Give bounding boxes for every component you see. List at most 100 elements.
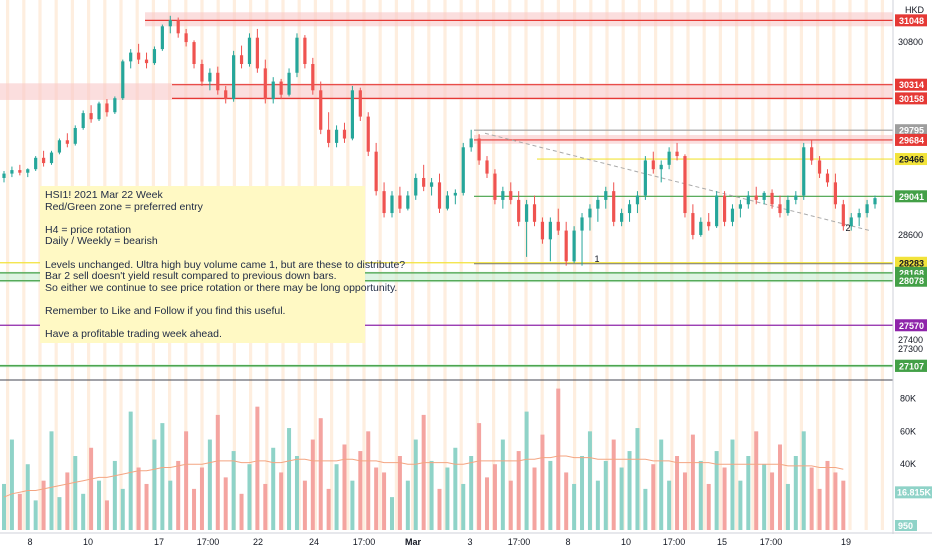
volume-bar [17,493,22,530]
candle [342,122,347,143]
session-stripe [702,0,706,530]
candle [833,173,838,209]
time-tick-label: 22 [253,537,263,547]
session-stripe [589,0,593,530]
candle-body [382,191,386,214]
candle-body [588,208,592,218]
volume-bar [730,439,735,530]
candle-body [825,173,830,183]
volume-bar [152,439,157,530]
session-stripe [394,0,398,530]
candle [635,191,640,214]
time-tick-label: 24 [309,537,319,547]
candle [18,164,22,176]
note-line: Red/Green zone = preferred entry [45,200,203,213]
candle-body [572,230,576,262]
volume-bar [508,480,513,530]
candle-body [532,204,537,222]
candle [667,147,671,170]
candle [699,217,703,237]
session-stripe [864,0,868,530]
candle [754,186,758,205]
candle [208,68,212,91]
candle [746,191,750,209]
candle-body [857,213,861,218]
volume-bar [73,456,78,530]
volume-bar [461,483,466,530]
candle-body [414,177,418,196]
candle-body [794,195,798,200]
price-badge-bg [895,78,927,91]
candle [263,59,267,104]
candle [485,156,489,178]
volume-bar [255,406,260,530]
volume-bar [136,467,141,530]
candle-body [105,103,109,113]
price-tick-label: 30800 [898,37,923,47]
volume-badge: 16.815K [895,486,932,499]
candle-body [810,147,814,161]
volume-bar [564,472,569,530]
candle-body [786,199,790,214]
candle-body [216,72,220,91]
candle-body [224,90,228,100]
session-stripe [6,0,10,530]
candle [620,208,624,227]
volume-bar [247,464,252,530]
price-badge: 27570 [895,319,927,332]
time-tick-label: Mar [405,537,422,547]
volume-bar [184,431,189,530]
candle [113,96,117,114]
volume-bar [421,414,426,530]
volume-bar [611,439,616,530]
volume-bar [104,500,109,530]
candle [493,169,497,205]
candle [786,195,790,216]
candle-body [509,191,513,200]
currency-label: HKD [905,5,925,15]
candle-body [81,113,85,129]
price-badge: 30158 [895,92,927,105]
volume-bar [801,431,806,530]
volume-bar [659,439,664,530]
candle-body [675,151,679,157]
volume-bar [81,493,86,530]
volume-bar [374,467,379,530]
candle [873,195,877,209]
candle [247,33,252,67]
time-tick-label: 8 [27,537,32,547]
candle-body [176,20,180,34]
volume-bar [366,431,371,530]
candle [34,156,38,171]
session-stripe [508,0,512,530]
volume-bar [595,480,600,530]
volume-bar [223,477,228,530]
volume-bar [603,460,608,530]
candle [770,189,774,209]
candle-body [778,204,782,214]
session-stripe [475,0,479,530]
candle-body [327,129,331,143]
candle-body [540,221,545,240]
volume-bar [841,480,846,530]
candle-body [26,169,30,173]
candle-body [184,33,188,43]
candle [659,160,663,183]
resistance-zone [145,12,893,27]
candle-body [802,147,806,196]
candle [517,191,521,227]
annotation-label: 1 [594,254,599,264]
support-zone [0,271,893,283]
volume-bar [445,467,450,530]
session-stripe [654,0,658,530]
candle-body [556,221,560,231]
price-badge: 28078 [895,274,927,287]
candle-body [49,152,54,164]
candle-body [255,37,259,69]
candle-body [73,128,77,144]
session-stripe [459,0,463,530]
candle-body [319,90,323,130]
candle-body [192,42,196,65]
price-badge-bg [895,190,927,203]
